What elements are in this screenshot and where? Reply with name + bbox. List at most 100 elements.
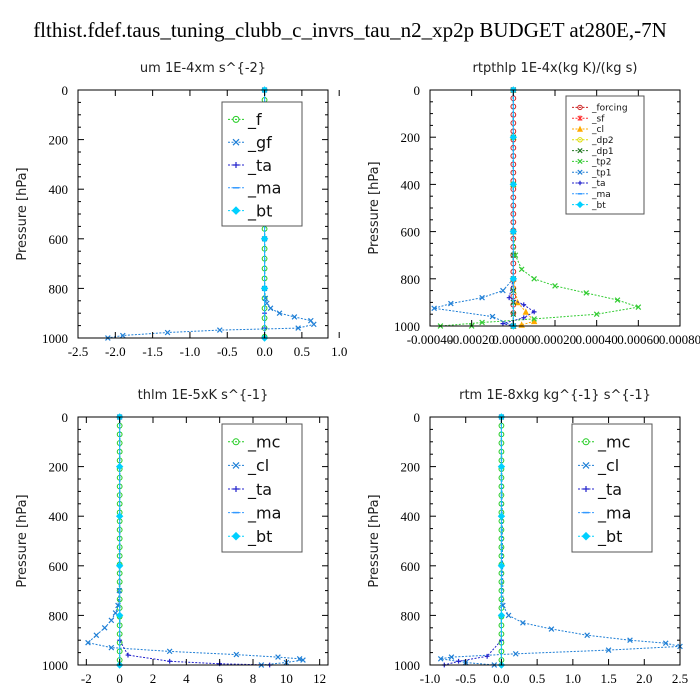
data-point	[263, 300, 270, 307]
legend-label: _bt	[591, 201, 606, 211]
legend-label: _cl	[597, 456, 619, 476]
data-point	[125, 652, 131, 658]
panel-title: thlm 1E-5xK s^{-1}	[138, 388, 269, 403]
legend-label: _cl	[591, 125, 604, 135]
legend-entry: _bt	[228, 201, 272, 221]
x-tick-label: 0.0	[256, 344, 272, 359]
y-tick-label: 600	[49, 559, 69, 574]
y-tick-label: 600	[401, 559, 421, 574]
y-tick-label: 800	[401, 608, 421, 623]
legend-marker	[232, 461, 240, 469]
legend-label: _bt	[597, 527, 622, 547]
x-tick-label: 0	[116, 671, 123, 686]
data-point	[276, 310, 283, 317]
series-line	[440, 90, 639, 327]
data-point	[530, 317, 538, 325]
data-point	[521, 315, 527, 321]
legend-entry: _dp2	[572, 136, 614, 146]
data-point	[437, 655, 444, 662]
data-point	[497, 512, 506, 520]
y-tick-label: 0	[62, 410, 69, 425]
y-tick-label: 0	[62, 83, 69, 98]
data-point	[583, 290, 590, 296]
legend-label: _ma	[247, 503, 281, 523]
legend-entry: _bt	[228, 527, 272, 547]
legend-label: _ma	[597, 503, 631, 523]
data-point	[531, 309, 537, 315]
data-point	[584, 632, 590, 639]
data-point	[512, 252, 519, 259]
series-ta	[500, 87, 537, 329]
legend-entry: _gf	[228, 133, 272, 153]
data-point	[548, 626, 555, 632]
data-point	[552, 283, 558, 289]
legend-entry: _ma	[228, 179, 281, 199]
legend-label: _dp2	[591, 136, 614, 146]
legend-box	[221, 423, 303, 553]
legend-marker	[577, 180, 583, 186]
legend-marker	[232, 138, 240, 146]
legend-label: _ma	[591, 190, 611, 200]
data-point	[479, 319, 485, 326]
data-point	[108, 617, 115, 624]
y-tick-label: 200	[401, 130, 421, 145]
data-point	[505, 612, 512, 619]
legend-marker	[232, 438, 240, 446]
legend-label: _bt	[247, 201, 272, 221]
y-tick-label: 200	[49, 460, 69, 475]
data-point	[119, 332, 126, 339]
data-point	[509, 227, 518, 236]
x-tick-label: -0.00020	[448, 332, 495, 347]
legend-entry: _ma	[572, 190, 611, 200]
legend-label: _cl	[247, 456, 269, 476]
x-tick-label: 2.5	[672, 671, 688, 686]
x-tick-label: 1.0	[331, 344, 347, 359]
y-tick-label: 600	[49, 232, 69, 247]
x-tick-label: 12	[313, 671, 326, 686]
data-point	[500, 321, 506, 327]
y-tick-label: 200	[401, 460, 421, 475]
data-point	[593, 311, 600, 318]
series-line	[502, 90, 536, 327]
data-point	[500, 287, 506, 294]
legend-label: _ta	[247, 156, 272, 176]
legend-entry: _ta	[228, 480, 272, 500]
legend-label: _gf	[247, 133, 272, 153]
legend-label: _forcing	[591, 104, 628, 114]
data-point	[310, 321, 317, 328]
legend-marker	[576, 125, 584, 132]
series-line	[434, 90, 514, 327]
legend-marker	[577, 169, 583, 175]
x-tick-label: -2.0	[105, 344, 126, 359]
legend-marker	[583, 486, 589, 492]
legend-entry: _ta	[578, 480, 622, 500]
y-tick-label: 1000	[42, 658, 68, 673]
legend-label: _ta	[247, 480, 272, 500]
data-point	[260, 284, 269, 293]
y-tick-label: 800	[401, 272, 421, 287]
legend-entry: _ma	[228, 503, 281, 523]
legend-marker	[581, 531, 591, 541]
series-ta	[441, 414, 504, 668]
legend-marker	[232, 115, 240, 123]
panel-4: rtm 1E-8xkg kg^{-1} s^{-1} Pressure [hPa]…	[367, 388, 688, 686]
legend-marker	[577, 158, 583, 165]
legend-entry: _cl	[572, 125, 604, 135]
y-tick-label: 0	[414, 410, 421, 425]
data-point	[115, 562, 124, 570]
data-point	[115, 462, 124, 471]
legend-marker	[233, 162, 239, 168]
x-tick-label: 4	[183, 671, 190, 686]
x-tick-label: 0.0	[493, 671, 509, 686]
data-point	[520, 620, 526, 626]
series-tp1	[431, 87, 517, 329]
page-title: flthist.fdef.taus_tuning_clubb_c_invrs_t…	[33, 18, 667, 42]
legend-marker	[577, 147, 583, 154]
legend-entry: _sf	[572, 114, 605, 124]
x-tick-label: 2.0	[636, 671, 652, 686]
legend-marker	[582, 438, 590, 446]
data-point	[291, 314, 298, 320]
data-point	[484, 653, 490, 659]
series-line	[86, 416, 304, 666]
x-tick-label: -1.0	[180, 344, 201, 359]
